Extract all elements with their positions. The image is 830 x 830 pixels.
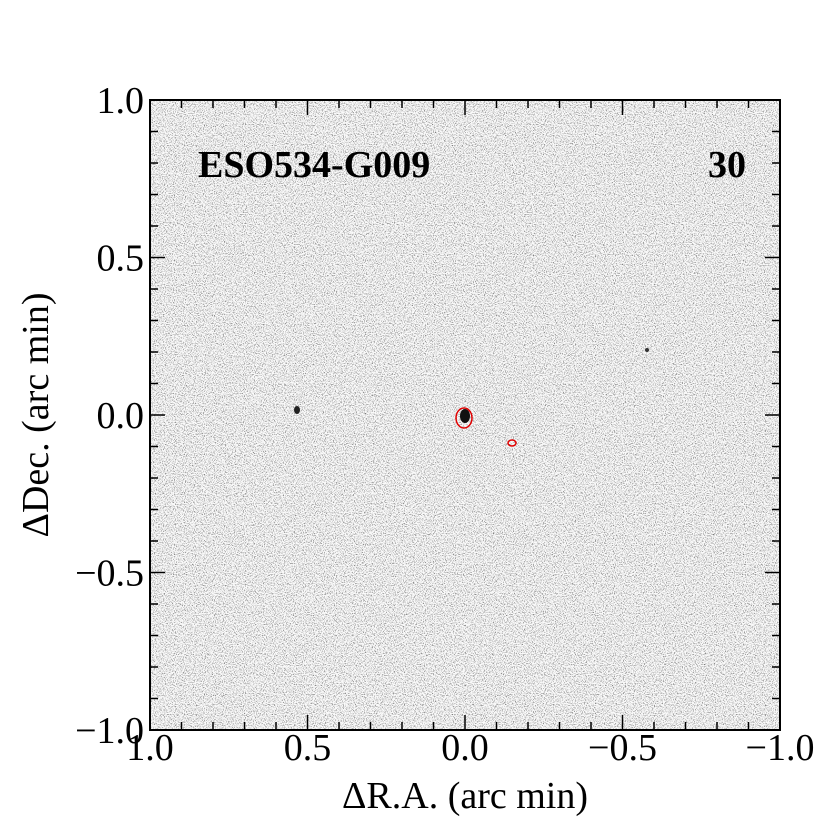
panel-number: 30 <box>708 144 746 186</box>
chart-title: ESO534-G009 <box>198 144 430 186</box>
x-tick-label: 1.0 <box>126 727 174 769</box>
y-tick-label: 1.0 <box>97 80 145 122</box>
y-tick-label: −0.5 <box>75 553 144 595</box>
y-tick-label: −1.0 <box>75 710 144 752</box>
x-tick-label: −1.0 <box>746 727 815 769</box>
x-tick-label: 0.5 <box>284 727 332 769</box>
y-tick-label: 0.5 <box>97 238 145 280</box>
y-tick-label: 0.0 <box>97 395 145 437</box>
x-axis-label: ΔR.A. (arc min) <box>342 775 588 817</box>
image <box>150 100 780 730</box>
x-tick-label: −0.5 <box>588 727 657 769</box>
x-tick-label: 0.0 <box>441 727 489 769</box>
y-axis-label: ΔDec. (arc min) <box>15 293 57 538</box>
